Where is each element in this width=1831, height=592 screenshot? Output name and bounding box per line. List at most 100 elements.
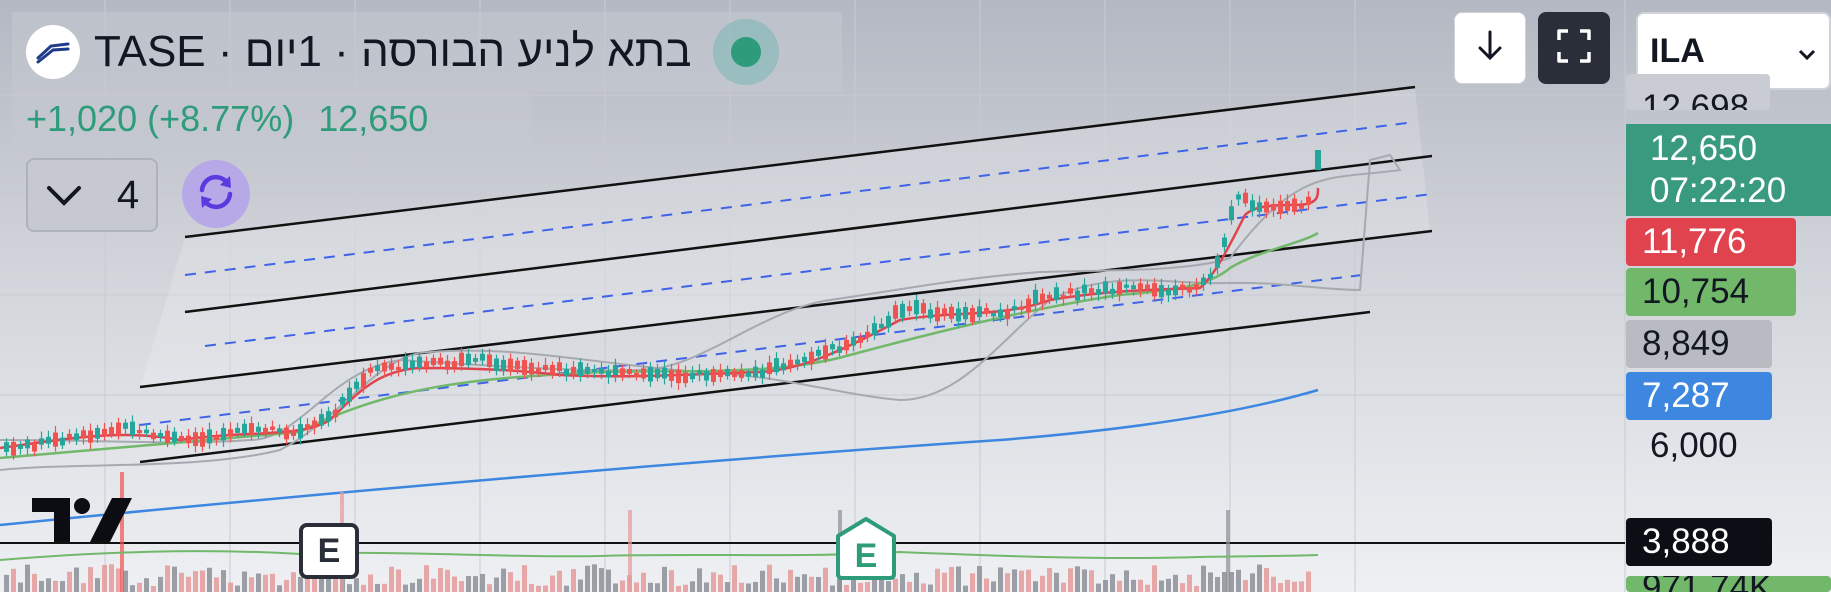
candle-body [130,421,135,436]
volume-bar [431,578,436,592]
volume-bar [676,585,681,592]
volume-bar [1285,579,1290,592]
volume-bar [242,571,247,592]
candle-body [312,420,317,428]
candle-body [774,358,779,373]
volume-bar [851,574,856,592]
volume-bar [4,574,9,592]
candle-body [1110,288,1115,295]
volume-bar [1089,570,1094,592]
candle-body [1215,256,1220,268]
volume-bar [200,570,205,592]
volume-bar [466,576,471,592]
volume-bar [11,568,16,592]
candle-body [375,365,380,372]
volume-bar [1292,581,1297,592]
candlesticks [4,150,1321,460]
refresh-button[interactable] [182,160,250,228]
earnings-label: E [854,536,878,575]
volume-bar [480,573,485,592]
volume-bar [655,583,660,592]
volume-bar [403,584,408,592]
volume-bar [235,585,240,592]
candle-body [81,430,86,439]
tradingview-logo-icon[interactable] [30,494,136,551]
candle-body [886,315,891,328]
volume-bar [1299,581,1304,592]
download-button[interactable] [1454,12,1526,84]
candle-body [284,427,289,440]
volume-bar [81,583,86,592]
candle-body [529,362,534,375]
earnings-event-marker[interactable]: E [835,516,897,582]
volume-bar [704,582,709,592]
volume-ma-line [0,550,1319,561]
volume-bar [1145,584,1150,592]
candle-body [179,436,184,440]
indicators-collapse-button[interactable]: 4 [26,158,158,232]
candle-body [4,442,9,452]
candle-body [795,359,800,365]
candle-body [277,428,282,433]
ma-blue-label: 7,287 [1626,372,1772,420]
volume-bar [634,582,639,592]
candle-body [935,307,940,322]
volume-bar [1012,569,1017,592]
candle-body [571,366,576,374]
candle-body [25,439,30,449]
candle-body [809,351,814,365]
volume-bar [970,573,975,592]
volume-bar [991,581,996,592]
volume-bar [452,576,457,592]
candle-body [452,361,457,368]
volume-bar [739,582,744,592]
candle-body [1054,287,1059,300]
candle-body [1236,194,1241,200]
price-change: +1,020 (+8.77%) [26,98,295,139]
volume-bar [571,569,576,592]
candle-body [1068,288,1073,294]
bb-gray-label: 8,849 [1626,320,1772,368]
candle-body [340,396,345,405]
volume-bar [1061,582,1066,592]
volume-bar [1173,574,1178,592]
candle-body [46,436,51,444]
candle-body [620,368,625,377]
volume-bar [767,564,772,592]
bar-countdown: 07:22:20 [1650,171,1787,210]
candle-body [949,306,954,319]
volume-bar [697,568,702,592]
earnings-event-marker[interactable]: E [298,522,360,580]
candle-body [1047,294,1052,299]
volume-bar [578,579,583,592]
axis-label-partial: 12,698 [1626,74,1770,110]
volume-bar [606,569,611,592]
candle-body [333,409,338,418]
volume-bar [816,576,821,592]
candle-body [214,436,219,440]
candle-body [837,346,842,353]
volume-bar [1264,568,1269,592]
axis-tick-6000: 6,000 [1650,426,1738,465]
ma-blue-line [0,388,1319,527]
volume-bar [893,578,898,592]
current-price-label: 12,650 07:22:20 [1626,124,1831,216]
candle-body [669,370,674,381]
last-candle-body [1315,150,1321,170]
fullscreen-button[interactable] [1538,12,1610,84]
market-status-indicator[interactable] [713,19,780,85]
candle-body [956,308,961,322]
volume-bottom-label: 971.74K [1626,576,1831,592]
candle-body [753,366,758,378]
bollinger-bands [0,153,1402,471]
volume-bar [921,583,926,592]
candle-body [508,358,513,372]
volume-bar [536,585,541,592]
volume-bar [1103,580,1108,592]
candle-body [382,362,387,372]
candle-body [704,371,709,381]
candle-body [424,361,429,368]
candle-body [270,426,275,430]
volume-bar [963,585,968,592]
volume-bar [732,565,737,592]
